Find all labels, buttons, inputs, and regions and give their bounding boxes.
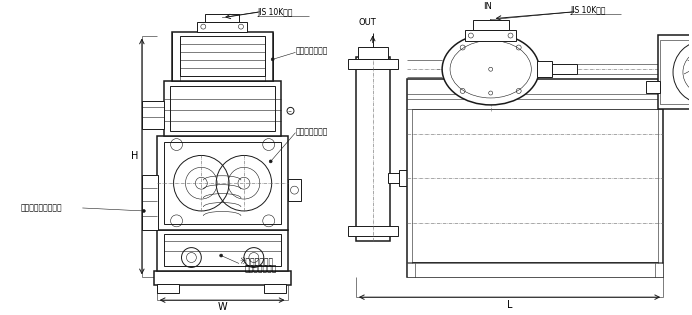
Bar (358, 48, 388, 59)
Text: （オプション）: （オプション） (245, 264, 277, 273)
Bar (552, 64, 577, 74)
Bar (658, 35, 692, 109)
Text: 内部冷却サイレンサ: 内部冷却サイレンサ (21, 203, 62, 213)
Text: 排気サイレンサ: 排気サイレンサ (295, 46, 328, 55)
Bar (164, 234, 280, 266)
Bar (156, 230, 288, 272)
Bar (356, 57, 390, 241)
Bar (465, 30, 516, 42)
Text: IN: IN (483, 2, 492, 11)
Text: W: W (217, 302, 227, 312)
Bar (179, 36, 265, 76)
Text: JIS 10K相当: JIS 10K相当 (258, 8, 293, 17)
Bar (170, 86, 275, 131)
Bar (660, 39, 692, 104)
Text: OUT: OUT (359, 18, 376, 27)
Bar (197, 22, 247, 32)
Bar (164, 141, 280, 224)
Bar (412, 109, 658, 262)
Bar (399, 170, 408, 186)
Bar (164, 81, 280, 136)
Text: H: H (131, 152, 138, 162)
Bar (156, 284, 179, 293)
Bar (206, 14, 239, 22)
Circle shape (269, 160, 272, 163)
Text: ※ドレンポット: ※ドレンポット (239, 256, 273, 265)
Text: JIS 10K相当: JIS 10K相当 (570, 6, 606, 15)
Bar (264, 284, 286, 293)
Bar (142, 101, 164, 129)
Bar (473, 20, 509, 30)
Text: L: L (507, 300, 512, 310)
Bar (142, 175, 158, 230)
Bar (408, 263, 663, 277)
Bar (408, 79, 663, 277)
Bar (154, 272, 291, 285)
Bar (412, 262, 658, 272)
Bar (288, 179, 302, 201)
Circle shape (271, 58, 274, 61)
Bar (348, 226, 397, 236)
Bar (348, 59, 397, 69)
Bar (388, 173, 403, 183)
Bar (646, 81, 660, 93)
Bar (537, 61, 552, 77)
Ellipse shape (442, 34, 539, 105)
Text: インタークーラ: インタークーラ (295, 127, 328, 136)
Circle shape (143, 209, 145, 212)
Bar (172, 32, 273, 81)
Circle shape (219, 254, 223, 257)
Bar (156, 136, 288, 230)
Circle shape (287, 107, 294, 114)
